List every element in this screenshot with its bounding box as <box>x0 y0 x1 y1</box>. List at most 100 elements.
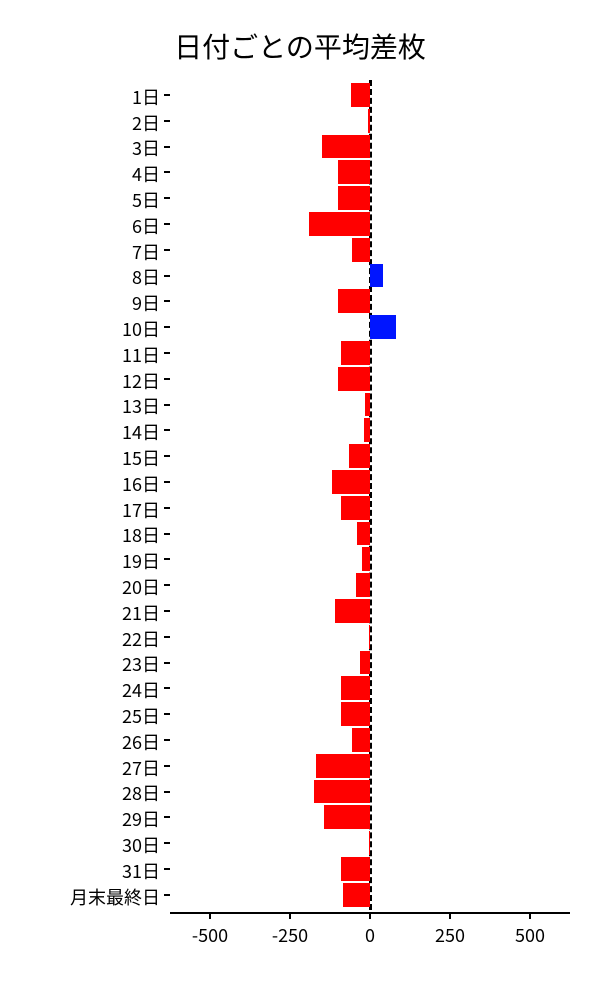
y-label: 14日 <box>122 419 160 445</box>
y-label: 3日 <box>132 135 160 161</box>
y-tick <box>164 765 170 767</box>
y-label: 27日 <box>122 755 160 781</box>
x-tick <box>449 912 451 919</box>
y-tick <box>164 558 170 560</box>
y-label: 17日 <box>122 497 160 523</box>
y-tick <box>164 816 170 818</box>
y-label: 15日 <box>122 445 160 471</box>
bar <box>338 367 370 391</box>
bar <box>338 160 370 184</box>
bar <box>335 599 370 623</box>
y-tick <box>164 429 170 431</box>
y-tick <box>164 842 170 844</box>
y-label: 26日 <box>122 729 160 755</box>
y-label: 5日 <box>132 187 160 213</box>
y-tick <box>164 455 170 457</box>
y-tick <box>164 300 170 302</box>
y-label: 12日 <box>122 368 160 394</box>
bar <box>370 315 396 339</box>
x-label: 0 <box>365 922 375 948</box>
y-tick <box>164 868 170 870</box>
y-tick <box>164 94 170 96</box>
y-tick <box>164 687 170 689</box>
y-label: 23日 <box>122 651 160 677</box>
bar <box>362 547 370 571</box>
y-tick <box>164 584 170 586</box>
y-tick <box>164 120 170 122</box>
bar <box>368 109 370 133</box>
bar <box>357 522 370 546</box>
y-label: 2日 <box>132 110 160 136</box>
bar <box>309 212 370 236</box>
y-label: 9日 <box>132 290 160 316</box>
bar <box>341 676 370 700</box>
y-tick <box>164 636 170 638</box>
y-tick <box>164 894 170 896</box>
y-label: 8日 <box>132 264 160 290</box>
y-label: 1日 <box>132 84 160 110</box>
bar <box>352 728 370 752</box>
y-tick <box>164 352 170 354</box>
y-tick <box>164 404 170 406</box>
x-label: -500 <box>192 922 228 948</box>
bar <box>364 418 370 442</box>
bar <box>338 186 370 210</box>
y-tick <box>164 713 170 715</box>
y-label: 21日 <box>122 600 160 626</box>
y-label: 月末最終日 <box>70 884 160 910</box>
bar <box>352 238 370 262</box>
y-label: 10日 <box>122 316 160 342</box>
x-tick <box>289 912 291 919</box>
bar <box>351 83 370 107</box>
bar <box>341 702 370 726</box>
y-label: 18日 <box>122 522 160 548</box>
y-tick <box>164 791 170 793</box>
x-tick <box>529 912 531 919</box>
y-label: 28日 <box>122 780 160 806</box>
y-tick <box>164 610 170 612</box>
x-label: 500 <box>515 922 545 948</box>
y-tick <box>164 378 170 380</box>
y-tick <box>164 146 170 148</box>
x-tick <box>209 912 211 919</box>
bar <box>341 341 370 365</box>
y-label: 13日 <box>122 393 160 419</box>
y-tick <box>164 507 170 509</box>
y-label: 7日 <box>132 239 160 265</box>
bar <box>338 289 370 313</box>
y-tick <box>164 533 170 535</box>
plot-area: 1日2日3日4日5日6日7日8日9日10日11日12日13日14日15日16日1… <box>170 80 570 920</box>
bar <box>356 573 370 597</box>
bar <box>349 444 370 468</box>
y-label: 29日 <box>122 806 160 832</box>
y-label: 16日 <box>122 471 160 497</box>
chart-title: 日付ごとの平均差枚 <box>0 26 600 66</box>
y-label: 30日 <box>122 832 160 858</box>
y-label: 24日 <box>122 677 160 703</box>
bar <box>332 470 370 494</box>
y-tick <box>164 249 170 251</box>
x-label: -250 <box>272 922 308 948</box>
chart-container: 日付ごとの平均差枚 1日2日3日4日5日6日7日8日9日10日11日12日13日… <box>0 0 600 1000</box>
bar <box>314 780 370 804</box>
bar <box>370 264 383 288</box>
bar <box>322 135 370 159</box>
bar <box>365 393 370 417</box>
y-tick <box>164 197 170 199</box>
y-tick <box>164 481 170 483</box>
y-tick <box>164 739 170 741</box>
y-label: 31日 <box>122 858 160 884</box>
bar <box>341 857 370 881</box>
y-tick <box>164 223 170 225</box>
bar <box>341 496 370 520</box>
y-tick <box>164 326 170 328</box>
bar <box>343 883 370 907</box>
y-label: 22日 <box>122 626 160 652</box>
bar <box>360 651 370 675</box>
y-label: 11日 <box>122 342 160 368</box>
x-tick <box>369 912 371 919</box>
bar <box>369 625 370 649</box>
bar <box>324 805 370 829</box>
y-label: 20日 <box>122 574 160 600</box>
bar <box>316 754 370 778</box>
